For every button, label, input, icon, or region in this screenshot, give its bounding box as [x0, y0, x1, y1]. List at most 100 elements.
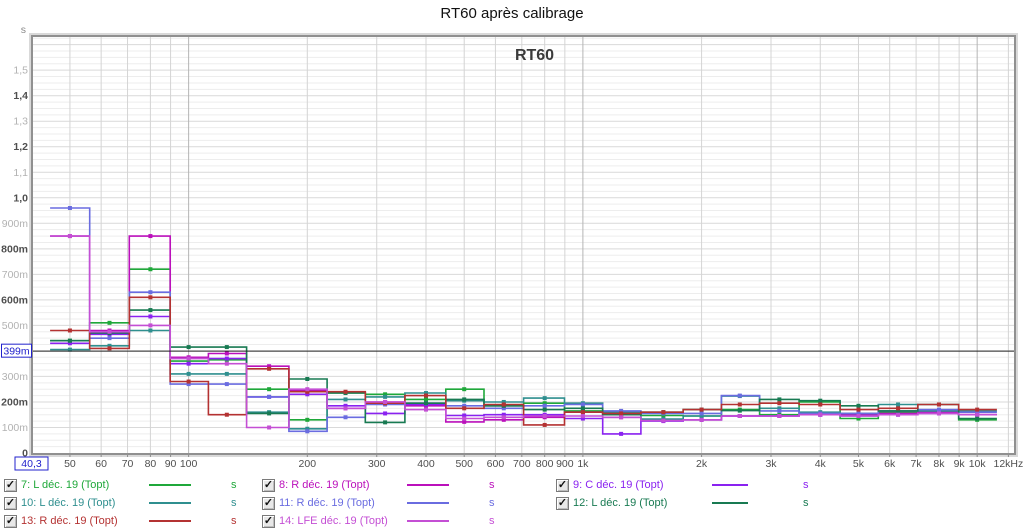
trace-marker: [423, 407, 428, 412]
trace-marker: [777, 397, 782, 402]
trace-marker: [186, 361, 191, 366]
trace-marker: [383, 420, 388, 425]
trace-marker: [737, 402, 742, 407]
trace-marker: [148, 308, 153, 313]
trace-marker: [67, 338, 72, 343]
x-tick-label: 5k: [853, 458, 865, 470]
y-tick-label: 900m: [2, 218, 29, 230]
trace-marker: [975, 412, 980, 417]
trace-marker: [186, 345, 191, 350]
trace-marker: [148, 290, 153, 295]
y-tick-label: 500m: [2, 320, 29, 332]
x-tick-label: 3k: [765, 458, 777, 470]
y-tick-label: 1,3: [13, 116, 28, 128]
legend-checkbox[interactable]: ✓: [556, 497, 569, 510]
trace-marker: [305, 426, 310, 431]
trace-marker: [305, 376, 310, 381]
trace-marker: [936, 411, 941, 416]
trace-marker: [975, 416, 980, 421]
legend-item-7: ✓ 7: L déc. 19 (Topt) s: [4, 479, 254, 493]
trace-marker: [186, 379, 191, 384]
trace-marker: [542, 401, 547, 406]
trace-marker: [462, 397, 467, 402]
trace-marker: [975, 410, 980, 415]
trace-marker: [343, 389, 348, 394]
trace-marker: [186, 356, 191, 361]
legend-item-13: ✓ 13: R déc. 19 (Topt) s: [4, 515, 254, 529]
trace-marker: [343, 415, 348, 420]
trace-marker: [224, 382, 229, 387]
legend-checkbox[interactable]: ✓: [262, 497, 275, 510]
x-tick-label: 900: [556, 458, 574, 470]
trace-marker: [619, 431, 624, 436]
trace-marker: [856, 413, 861, 418]
trace-marker: [896, 402, 901, 407]
trace-marker: [737, 393, 742, 398]
trace-marker: [661, 410, 666, 415]
legend-unit: s: [231, 515, 237, 527]
legend-checkbox[interactable]: ✓: [4, 515, 17, 528]
x-tick-label: 600: [487, 458, 505, 470]
x-tick-label: 70: [122, 458, 134, 470]
trace-marker: [224, 356, 229, 361]
y-tick-label: 100m: [2, 422, 29, 434]
legend: ✓ 7: L déc. 19 (Topt) s ✓ 10: L déc. 19 (Top…: [0, 476, 1024, 531]
trace-marker: [777, 401, 782, 406]
x-tick-label: 8k: [933, 458, 945, 470]
trace-marker: [224, 351, 229, 356]
trace-marker: [305, 429, 310, 434]
legend-color-swatch: [149, 520, 191, 522]
legend-checkbox[interactable]: ✓: [262, 479, 275, 492]
y-tick-label: 1,4: [13, 90, 28, 102]
legend-checkbox[interactable]: ✓: [556, 479, 569, 492]
trace-marker: [737, 413, 742, 418]
trace-marker: [462, 416, 467, 421]
trace-marker: [186, 382, 191, 387]
trace-marker: [501, 406, 506, 411]
legend-checkbox[interactable]: ✓: [4, 479, 17, 492]
legend-item-8: ✓ 8: R déc. 19 (Topt) s: [262, 479, 512, 493]
x-tick-label: 60: [95, 458, 107, 470]
x-tick-label: 50: [64, 458, 76, 470]
trace-marker: [423, 401, 428, 406]
legend-unit: s: [231, 497, 237, 509]
cursor-x-readout: [14, 456, 49, 471]
x-tick-label: 6k: [884, 458, 896, 470]
trace-marker: [580, 416, 585, 421]
legend-label: 10: L déc. 19 (Topt): [21, 497, 116, 509]
trace-marker: [148, 323, 153, 328]
trace-marker: [936, 407, 941, 412]
legend-color-swatch: [149, 484, 191, 486]
trace-marker: [661, 413, 666, 418]
trace-marker: [580, 402, 585, 407]
rt60-chart[interactable]: 399m 40,3 1,5 1,4 1,3 1,2 1,1 1,0 900m 800m 700m 60…: [0, 0, 1024, 476]
trace-marker: [267, 364, 272, 369]
y-tick-label: 1,2: [13, 141, 28, 153]
trace-marker: [343, 406, 348, 411]
trace-marker: [305, 387, 310, 392]
trace-13: [50, 296, 997, 426]
trace-marker: [777, 413, 782, 418]
trace-marker: [67, 328, 72, 333]
trace-marker: [856, 407, 861, 412]
legend-checkbox[interactable]: ✓: [262, 515, 275, 528]
legend-color-swatch: [407, 484, 449, 486]
trace-marker: [267, 411, 272, 416]
trace-marker: [148, 328, 153, 333]
trace-marker: [383, 392, 388, 397]
legend-unit: s: [803, 479, 809, 491]
legend-label: 13: R déc. 19 (Topt): [21, 515, 118, 527]
trace-marker: [148, 267, 153, 272]
trace-marker: [148, 234, 153, 239]
legend-checkbox[interactable]: ✓: [4, 497, 17, 510]
trace-marker: [305, 417, 310, 422]
trace-marker: [305, 392, 310, 397]
trace-marker: [896, 412, 901, 417]
trace-marker: [423, 393, 428, 398]
trace-marker: [107, 336, 112, 341]
trace-marker: [501, 412, 506, 417]
legend-color-swatch: [407, 502, 449, 504]
trace-marker: [462, 413, 467, 418]
trace-marker: [107, 346, 112, 351]
